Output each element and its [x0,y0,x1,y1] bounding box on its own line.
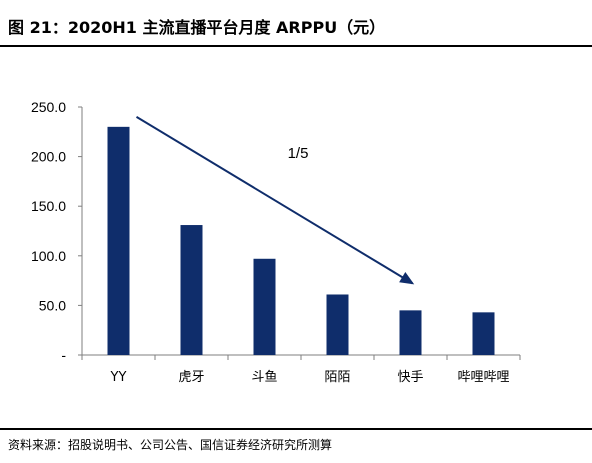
x-category-label: 斗鱼 [251,369,277,385]
title-bar: 图 21：2020H1 主流直播平台月度 ARPPU（元） [0,6,592,40]
bar-1 [180,225,203,355]
x-category-label: 快手 [397,370,423,385]
bar-4 [399,310,422,355]
bar-2 [253,258,276,355]
y-tick-label: 250.0 [31,99,66,115]
bar-0 [107,126,130,355]
annotation-arrow-head [399,272,415,285]
annotation-label: 1/5 [288,145,309,162]
bar-5 [472,312,495,355]
annotation-arrow-line [135,115,414,285]
x-category-label: YY [110,370,127,385]
figure-title: 图 21：2020H1 主流直播平台月度 ARPPU（元） [8,18,386,37]
source-note: 资料来源：招股说明书、公司公告、国信证券经济研究所测算 [8,438,333,452]
x-category-label: 哔哩哔哩 [457,370,509,385]
bottom-rule [0,428,592,430]
top-rule [0,45,592,47]
y-tick-label: 100.0 [31,248,66,264]
y-tick-label: 200.0 [31,149,66,165]
x-category-label: 陌陌 [324,370,350,385]
y-tick-label: - [61,347,66,363]
y-tick-label: 150.0 [31,198,66,214]
y-tick-label: 50.0 [39,297,66,313]
bar-3 [326,294,349,355]
x-category-label: 虎牙 [178,370,204,385]
